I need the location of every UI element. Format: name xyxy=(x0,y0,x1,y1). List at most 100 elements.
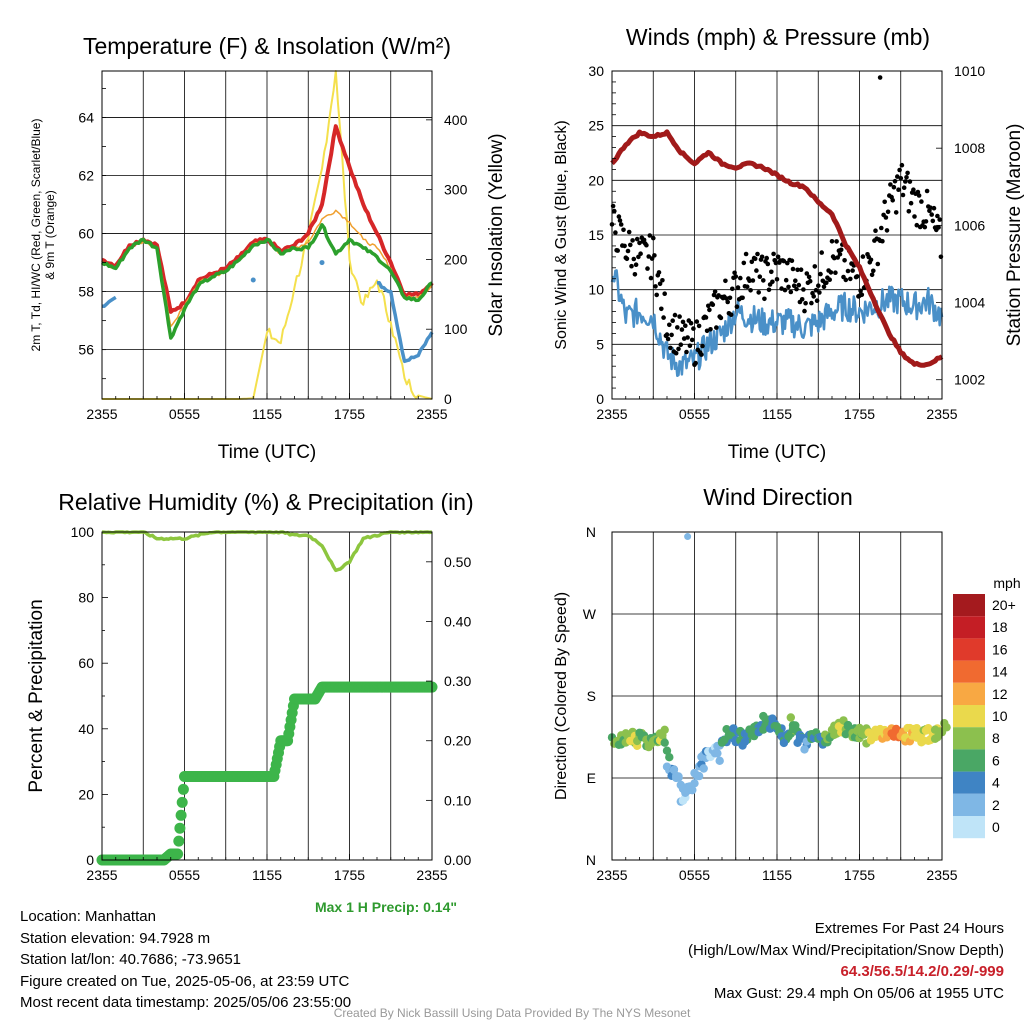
x-tick-label: 1755 xyxy=(334,867,365,883)
gust-point xyxy=(665,336,671,342)
winds-grid xyxy=(612,70,942,400)
temperature-y-label-sub: & 9m T (Orange) xyxy=(43,190,57,280)
gust-point xyxy=(791,283,797,289)
gust-point xyxy=(903,179,908,184)
y2-tick-label: 0.00 xyxy=(444,852,471,868)
speed-legend-title: mph xyxy=(993,575,1020,591)
gust-point xyxy=(649,256,655,261)
gust-point xyxy=(622,243,627,249)
gust-point xyxy=(928,205,933,210)
max-gust-point xyxy=(877,75,883,80)
y-tick-label: 62 xyxy=(78,167,94,183)
gust-point xyxy=(764,255,769,261)
gust-point xyxy=(749,259,755,265)
x-tick-label: 0555 xyxy=(169,867,200,883)
gust-point xyxy=(838,247,844,253)
humidity-axes: 2355 0555 1155 1755 23550204060801000.000.10… xyxy=(71,524,472,883)
gust-point xyxy=(629,263,634,269)
gust-point xyxy=(774,277,780,282)
gust-point xyxy=(728,312,734,318)
legend-swatch xyxy=(953,705,985,728)
y-tick-label: N xyxy=(586,524,596,540)
gust-point xyxy=(687,343,693,349)
legend-label: 20+ xyxy=(992,597,1016,613)
y-tick-label: 60 xyxy=(78,655,94,671)
y-tick-label: 5 xyxy=(596,336,604,352)
legend-swatch xyxy=(953,594,985,617)
gust-point xyxy=(892,178,898,184)
gust-point xyxy=(660,278,665,283)
gust-point xyxy=(700,343,705,349)
legend-label: 16 xyxy=(992,641,1008,657)
legend-label: 6 xyxy=(992,752,1000,768)
gust-point xyxy=(762,296,767,302)
gust-point xyxy=(817,290,822,295)
gust-point xyxy=(621,227,626,233)
gust-point xyxy=(860,254,866,259)
gust-point xyxy=(672,312,678,318)
legend-swatch xyxy=(953,816,985,839)
x-tick-label: 2355 xyxy=(86,867,117,883)
direction-point xyxy=(768,714,777,723)
gust-point xyxy=(673,350,679,356)
gust-point xyxy=(804,271,810,276)
gust-point xyxy=(786,284,791,290)
y2-tick-label: 1004 xyxy=(954,295,985,311)
gust-point xyxy=(756,290,761,295)
precip-point xyxy=(174,822,186,834)
gust-point xyxy=(771,251,776,257)
gust-point xyxy=(923,219,929,224)
temperature-x-label: Time (UTC) xyxy=(218,442,317,463)
gust-point xyxy=(693,360,698,366)
gust-point xyxy=(795,267,800,273)
gust-point xyxy=(626,229,632,235)
gust-point xyxy=(814,298,820,304)
gust-point xyxy=(770,279,775,285)
gust-point xyxy=(644,242,649,248)
gust-point xyxy=(880,238,885,244)
y2-tick-label: 0.40 xyxy=(444,613,471,629)
direction-point xyxy=(917,738,926,747)
temperature-y2-label: Solar Insolation (Yellow) xyxy=(486,133,507,336)
legend-swatch xyxy=(953,682,985,705)
y-tick-label: 20 xyxy=(78,786,94,802)
wind-direction-panel: Wind Direction 2355 0555 1155 1755 2355NESWN… xyxy=(553,484,1021,883)
x-tick-label: 2355 xyxy=(596,867,627,883)
gust-point xyxy=(868,257,874,263)
legend-label: 12 xyxy=(992,686,1008,702)
extremes-subtitle: (High/Low/Max Wind/Precipitation/Snow De… xyxy=(688,941,1004,959)
x-tick-label: 2355 xyxy=(416,406,447,422)
precip-point xyxy=(177,783,189,795)
x-tick-label: 1755 xyxy=(334,406,365,422)
y-tick-label: N xyxy=(586,852,596,868)
series-point xyxy=(319,260,325,266)
gust-point xyxy=(873,228,878,233)
y2-tick-label: 1002 xyxy=(954,372,985,388)
gust-point xyxy=(684,349,689,355)
direction-point xyxy=(699,764,708,773)
gust-point xyxy=(748,288,753,293)
gust-point xyxy=(833,270,838,276)
gust-point xyxy=(707,307,712,313)
gust-point xyxy=(834,239,839,244)
x-tick-label: 0555 xyxy=(679,867,710,883)
gust-point xyxy=(769,269,774,275)
extremes-title: Extremes For Past 24 Hours xyxy=(814,920,1004,937)
humidity-y-label: Percent & Precipitation xyxy=(26,599,47,792)
legend-swatch xyxy=(953,638,985,661)
latlon-text: Station lat/lon: 40.7686; -73.9651 xyxy=(20,951,242,968)
legend-label: 18 xyxy=(992,619,1008,635)
y2-tick-label: 0.10 xyxy=(444,792,471,808)
direction-point xyxy=(710,749,720,758)
x-tick-label: 1155 xyxy=(762,406,792,422)
winds-y2-label: Station Pressure (Maroon) xyxy=(1004,124,1024,347)
speed-legend: mph 20+ 18 16 14 12 10 8 6 4 2 0 xyxy=(953,575,1021,839)
gust-point xyxy=(634,236,640,242)
gust-point xyxy=(782,287,788,293)
elevation-text: Station elevation: 94.7928 m xyxy=(20,929,211,947)
gust-point xyxy=(931,205,937,211)
gust-point xyxy=(662,291,667,297)
direction-point xyxy=(644,742,653,752)
x-tick-label: 1755 xyxy=(844,406,875,422)
legend-label: 14 xyxy=(992,664,1008,680)
